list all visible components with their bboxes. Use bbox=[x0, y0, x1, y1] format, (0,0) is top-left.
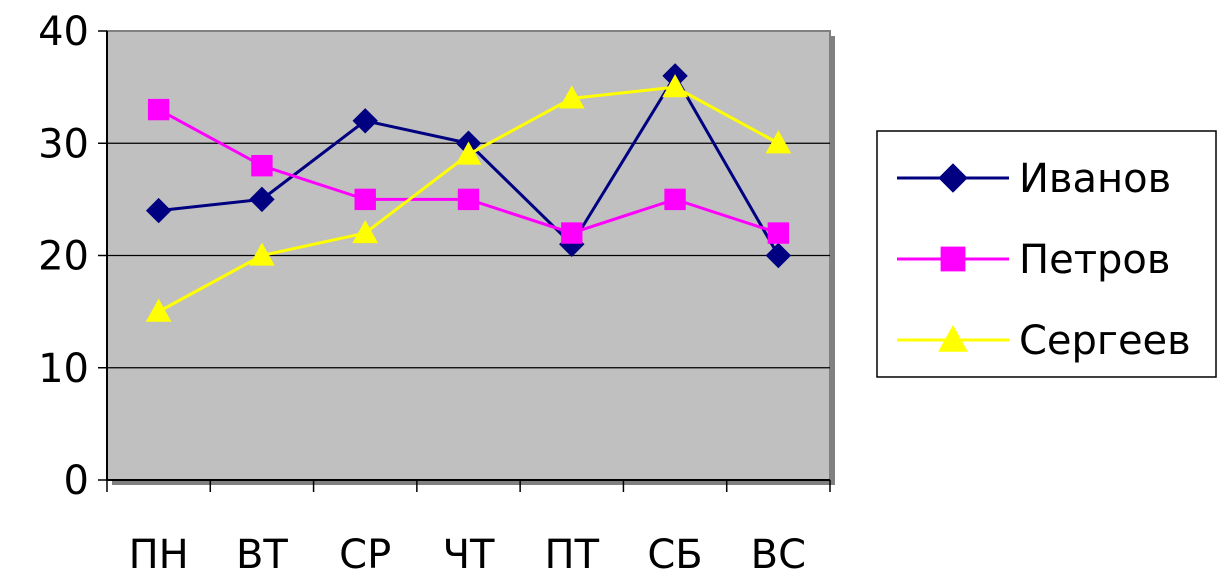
x-tick-label: ПТ bbox=[545, 532, 600, 578]
y-tick-label: 40 bbox=[38, 9, 89, 55]
data-point bbox=[664, 188, 686, 211]
legend-label: Петров bbox=[1019, 237, 1170, 283]
x-tick-label: ЧТ bbox=[443, 532, 495, 578]
legend-box bbox=[876, 130, 1217, 378]
x-tick-label: ВС bbox=[751, 532, 806, 578]
data-point bbox=[352, 220, 379, 244]
data-point bbox=[145, 298, 172, 322]
data-point bbox=[249, 186, 275, 213]
data-point bbox=[561, 222, 583, 244]
x-tick-label: ПН bbox=[129, 532, 189, 578]
data-point bbox=[558, 85, 585, 109]
y-tick-label: 0 bbox=[64, 458, 89, 504]
y-tick-label: 30 bbox=[38, 121, 89, 167]
legend: Иванов Петров Сергеев bbox=[876, 130, 1217, 378]
x-tick-label: СБ bbox=[647, 532, 702, 578]
series-3 bbox=[145, 74, 792, 322]
legend-label: Сергеев bbox=[1019, 318, 1191, 364]
data-point bbox=[145, 197, 172, 224]
data-point bbox=[457, 188, 480, 211]
legend-item: Иванов bbox=[897, 156, 1171, 202]
data-point bbox=[767, 222, 790, 244]
data-point bbox=[455, 141, 482, 165]
legend-item: Сергеев bbox=[897, 318, 1191, 364]
legend-items: Иванов Петров Сергеев bbox=[897, 156, 1191, 364]
y-tick-label: 10 bbox=[38, 346, 89, 392]
data-point bbox=[765, 130, 792, 154]
legend-marker bbox=[940, 246, 966, 272]
legend-marker bbox=[938, 163, 968, 193]
y-tick-label: 20 bbox=[38, 234, 89, 280]
series-2 bbox=[147, 98, 790, 244]
x-tick-label: СР bbox=[339, 532, 391, 578]
y-tick-labels: 0 10 20 30 40 bbox=[38, 9, 89, 504]
data-point bbox=[147, 98, 170, 121]
data-point bbox=[354, 188, 376, 211]
data-point bbox=[352, 108, 378, 134]
axes bbox=[98, 30, 831, 492]
data-point bbox=[765, 242, 792, 269]
legend-marker bbox=[938, 324, 968, 352]
legend-item: Петров bbox=[897, 237, 1170, 283]
legend-label: Иванов bbox=[1019, 156, 1171, 202]
series-group bbox=[145, 63, 792, 322]
data-point bbox=[662, 74, 688, 98]
data-point bbox=[251, 155, 273, 177]
data-point bbox=[249, 242, 275, 266]
x-tick-labels: ПН ВТ СР ЧТ ПТ СБ ВС bbox=[129, 532, 806, 578]
x-tick-label: ВТ bbox=[236, 532, 288, 578]
